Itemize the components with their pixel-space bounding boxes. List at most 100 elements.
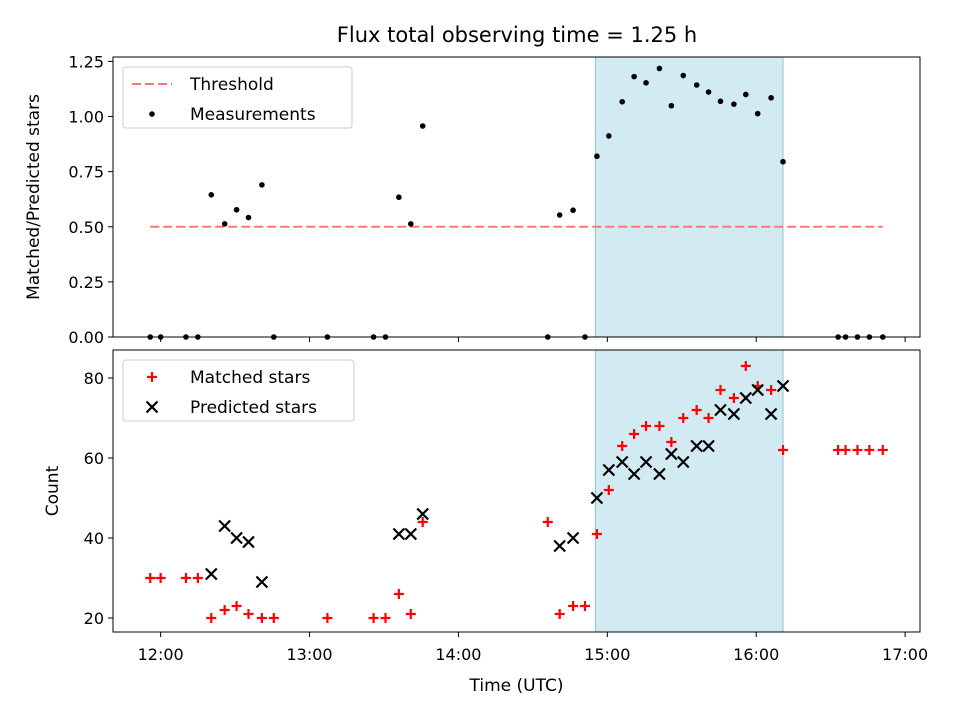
data-point	[380, 613, 391, 623]
axes-frame	[112, 56, 921, 338]
data-point	[705, 89, 712, 95]
series-matched-stars	[145, 361, 888, 623]
data-point	[619, 98, 626, 105]
data-point	[702, 439, 715, 453]
legend: Threshold Measurements	[122, 66, 353, 129]
data-point	[566, 531, 580, 545]
x-tick-label: 16:00	[733, 645, 779, 664]
data-point	[556, 212, 563, 218]
data-point	[256, 613, 267, 623]
data-point	[728, 393, 739, 403]
y-tick-label: 20	[84, 609, 104, 628]
data-point	[617, 441, 628, 451]
data-point	[396, 194, 402, 201]
data-point	[417, 517, 428, 527]
data-point	[243, 609, 254, 619]
data-point	[754, 110, 761, 117]
y-tick-label: 0.25	[68, 273, 104, 292]
data-point	[666, 437, 677, 447]
data-point	[568, 601, 579, 611]
data-point	[419, 123, 426, 129]
series-predicted-stars	[204, 379, 790, 589]
data-point	[542, 517, 553, 527]
data-point	[145, 573, 156, 583]
data-point	[864, 445, 875, 455]
y-tick-label: 0.00	[68, 328, 104, 347]
data-point	[230, 531, 243, 545]
x-tick-label: 17:00	[882, 645, 928, 664]
data-point	[606, 133, 612, 139]
data-point	[852, 445, 863, 455]
observing-interval-shade	[594, 349, 784, 633]
data-point	[255, 575, 269, 589]
legend-marker-swatch	[145, 400, 159, 414]
legend-label: Matched stars	[190, 368, 310, 388]
y-axis-label: Matched/Predicted stars	[24, 94, 44, 300]
data-point	[204, 567, 218, 581]
data-point	[717, 98, 724, 105]
data-point	[665, 447, 678, 461]
data-point	[641, 421, 652, 431]
data-point	[554, 609, 565, 619]
y-tick-label: 60	[84, 449, 104, 468]
data-point	[570, 207, 576, 214]
data-point	[668, 102, 675, 109]
data-point	[656, 65, 663, 72]
data-point	[233, 206, 240, 213]
data-point	[192, 573, 203, 583]
y-tick-label: 1.25	[68, 52, 104, 71]
legend-label: Threshold	[189, 75, 274, 95]
data-point	[242, 535, 255, 549]
data-point	[714, 403, 727, 417]
data-point	[739, 391, 753, 405]
data-point	[691, 405, 702, 415]
data-point	[768, 94, 774, 101]
data-point	[727, 407, 741, 421]
data-point	[208, 191, 215, 198]
data-point	[629, 429, 640, 439]
data-point	[680, 72, 687, 79]
data-point	[594, 153, 600, 160]
y-tick-label: 0.75	[68, 163, 104, 182]
data-point	[579, 601, 590, 611]
legend-marker-swatch	[149, 111, 155, 117]
data-point	[603, 485, 614, 495]
data-point	[693, 82, 700, 88]
observing-interval-shade	[594, 56, 784, 338]
data-point	[840, 445, 851, 455]
data-point	[590, 491, 604, 505]
legend-box	[122, 66, 353, 129]
data-point	[764, 407, 778, 421]
data-point	[180, 573, 191, 583]
data-point	[407, 221, 414, 227]
data-point	[218, 519, 231, 533]
data-point	[631, 73, 637, 80]
legend: Matched stars Predicted stars	[122, 359, 355, 422]
data-point	[591, 529, 602, 539]
data-point	[703, 413, 714, 423]
data-point	[392, 527, 406, 541]
data-point	[245, 214, 252, 221]
legend-box	[122, 359, 355, 422]
data-point	[678, 413, 689, 423]
data-point	[766, 385, 777, 395]
legend-marker-swatch	[147, 372, 157, 382]
data-point	[778, 445, 789, 455]
data-point	[751, 383, 764, 397]
data-point	[654, 421, 665, 431]
data-point	[615, 455, 629, 469]
x-tick-label: 15:00	[584, 645, 630, 664]
data-point	[742, 91, 749, 98]
data-point	[259, 182, 265, 188]
top-panel-ratio: 0.00 0.25 0.50 0.75 1.00 1.25 Matched/Predicte…	[24, 52, 921, 347]
data-point	[268, 613, 279, 623]
data-point	[416, 507, 429, 521]
data-point	[627, 467, 641, 481]
data-point	[155, 573, 166, 583]
data-point	[780, 158, 786, 165]
data-point	[740, 361, 751, 371]
data-point	[643, 79, 649, 86]
x-tick-label: 13:00	[286, 645, 332, 664]
